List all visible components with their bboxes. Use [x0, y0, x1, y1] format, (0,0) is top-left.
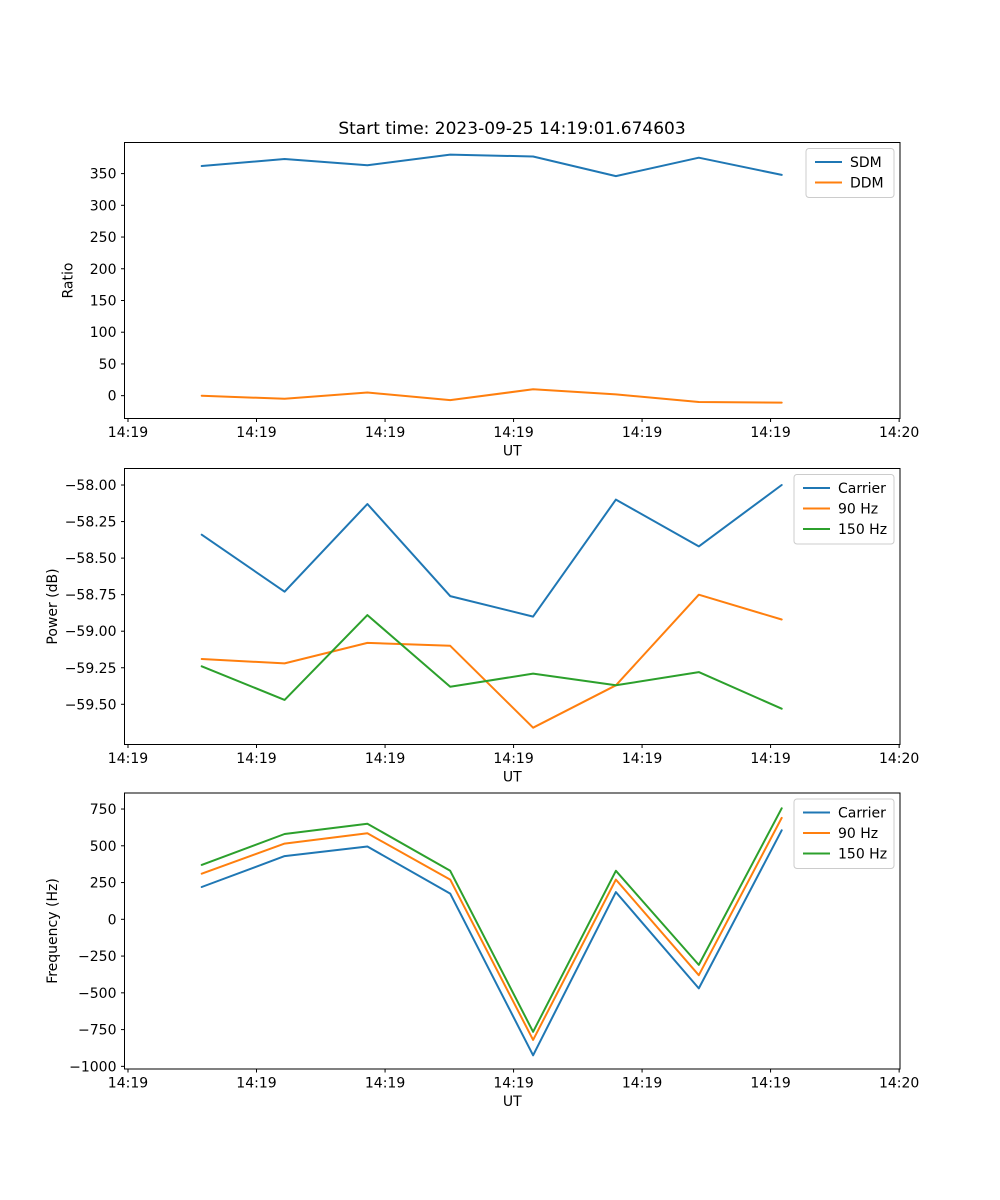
x-tick-label: 14:20	[879, 425, 919, 441]
y-tick-label: −59.00	[65, 624, 117, 640]
series-line-90-hz	[200, 816, 783, 1041]
x-tick-label: 14:19	[365, 1076, 405, 1092]
y-tick-label: −59.50	[65, 697, 117, 713]
y-tick-label: −58.75	[65, 588, 117, 604]
x-tick-label: 14:19	[108, 751, 148, 767]
axes-frame	[124, 468, 901, 745]
y-tick-label: −750	[78, 1023, 116, 1039]
subplot-ratio: 14:19 14:19 14:19 14:19 14:19 14:19 14:20 0 50 10…	[61, 142, 919, 460]
y-tick-label: −58.50	[65, 551, 117, 567]
y-tick-label: 100	[90, 325, 117, 341]
y-tick-label: −500	[78, 986, 116, 1002]
x-tick-label: 14:19	[622, 751, 662, 767]
series-line-90-hz	[200, 593, 783, 729]
x-tick-label: 14:20	[879, 1076, 919, 1092]
x-tick-label: 14:19	[750, 751, 790, 767]
x-axis-label: UT	[503, 1094, 522, 1110]
y-tick-label: −58.25	[65, 515, 117, 531]
legend: Carrier 90 Hz 150 Hz	[793, 474, 895, 545]
axes-frame	[124, 792, 901, 1070]
y-tick-label: 500	[90, 839, 117, 855]
y-tick-label: 750	[90, 802, 117, 818]
series-line-carrier	[200, 484, 783, 618]
series-line-carrier	[200, 829, 783, 1057]
y-tick-label: −250	[78, 949, 116, 965]
x-tick-label: 14:19	[108, 1076, 148, 1092]
x-tick-label: 14:19	[493, 1076, 533, 1092]
figure-title: Start time: 2023-09-25 14:19:01.674603	[338, 119, 686, 139]
y-tick-label: 350	[90, 167, 117, 183]
subplot-power: 14:19 14:19 14:19 14:19 14:19 14:19 14:20 −58.0…	[45, 468, 919, 786]
y-tick-label: −58.00	[65, 478, 117, 494]
legend-label: DDM	[850, 176, 884, 192]
y-tick-label: 0	[108, 389, 117, 405]
x-tick-label: 14:20	[879, 751, 919, 767]
x-tick-label: 14:19	[236, 751, 276, 767]
x-axis-label: UT	[503, 444, 522, 460]
legend-label: Carrier	[838, 481, 886, 497]
y-axis-label: Ratio	[61, 263, 77, 299]
legend-label: 90 Hz	[838, 502, 878, 518]
legend-box	[805, 148, 895, 198]
legend-label: 150 Hz	[838, 522, 887, 538]
series-line-sdm	[200, 153, 783, 178]
legend-box	[793, 474, 895, 545]
legend-label: 150 Hz	[838, 847, 887, 863]
x-tick-label: 14:19	[750, 1076, 790, 1092]
series-line-150-hz	[200, 614, 783, 710]
x-tick-label: 14:19	[750, 425, 790, 441]
x-tick-label: 14:19	[236, 1076, 276, 1092]
legend-label: Carrier	[838, 806, 886, 822]
x-tick-label: 14:19	[622, 425, 662, 441]
y-axis-label: Power (dB)	[45, 568, 61, 644]
y-tick-label: 50	[99, 357, 117, 373]
x-tick-label: 14:19	[622, 1076, 662, 1092]
y-tick-label: 200	[90, 262, 117, 278]
subplot-frequency: 14:19 14:19 14:19 14:19 14:19 14:19 14:20 750 50…	[45, 792, 919, 1110]
legend-label: 90 Hz	[838, 826, 878, 842]
axes-frame	[124, 142, 901, 419]
y-tick-label: 0	[108, 912, 117, 928]
x-tick-label: 14:19	[108, 425, 148, 441]
x-tick-label: 14:19	[493, 425, 533, 441]
legend: Carrier 90 Hz 150 Hz	[793, 798, 895, 869]
x-tick-label: 14:19	[493, 751, 533, 767]
y-tick-label: 250	[90, 876, 117, 892]
legend: SDM DDM	[805, 148, 895, 198]
x-tick-label: 14:19	[236, 425, 276, 441]
x-axis-label: UT	[503, 770, 522, 786]
legend-box	[793, 798, 895, 869]
x-tick-label: 14:19	[365, 751, 405, 767]
x-tick-label: 14:19	[365, 425, 405, 441]
y-tick-label: 150	[90, 293, 117, 309]
series-line-ddm	[200, 388, 783, 404]
y-tick-label: 250	[90, 230, 117, 246]
y-tick-label: −1000	[69, 1059, 116, 1075]
y-axis-label: Frequency (Hz)	[45, 878, 61, 984]
series-line-150-hz	[200, 807, 783, 1033]
y-tick-label: −59.25	[65, 661, 117, 677]
y-tick-label: 300	[90, 198, 117, 214]
legend-label: SDM	[850, 155, 882, 171]
